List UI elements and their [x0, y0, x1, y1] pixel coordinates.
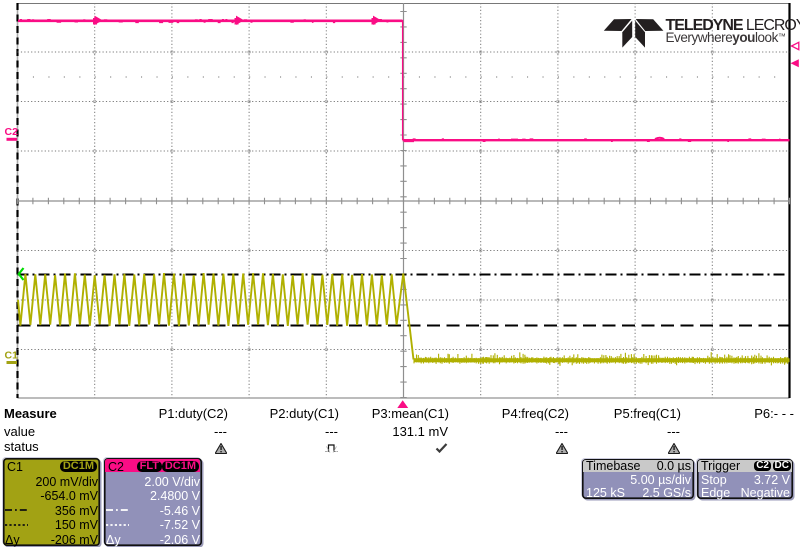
- svg-text:C2: C2: [5, 126, 19, 138]
- svg-text:C1: C1: [5, 349, 19, 361]
